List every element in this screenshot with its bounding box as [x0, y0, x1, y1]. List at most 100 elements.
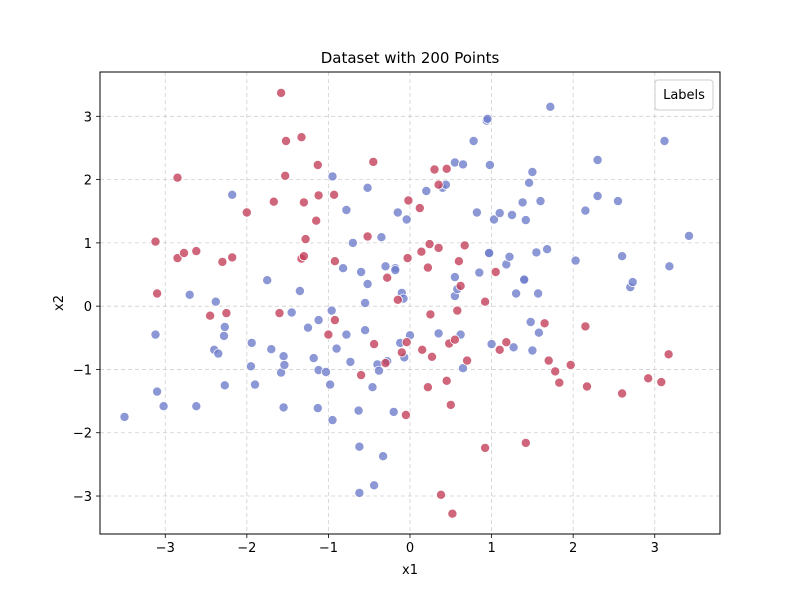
- legend: Labels: [654, 79, 714, 111]
- x-tick-label: 2: [569, 541, 577, 556]
- red-data-point: [554, 377, 565, 388]
- red-data-point: [300, 234, 311, 245]
- x-tick-label: 1: [487, 541, 495, 556]
- red-data-point: [172, 172, 183, 183]
- red-data-point: [221, 308, 232, 319]
- blue-data-point: [542, 244, 553, 255]
- blue-data-point: [210, 296, 221, 307]
- red-data-point: [441, 163, 452, 174]
- red-data-point: [422, 262, 433, 273]
- blue-data-point: [246, 337, 257, 348]
- blue-data-point: [684, 230, 695, 241]
- blue-data-point: [527, 345, 538, 356]
- blue-data-point: [390, 265, 401, 276]
- red-data-point: [296, 132, 307, 143]
- blue-data-point: [184, 289, 195, 300]
- red-data-point: [494, 344, 505, 355]
- y-tick-label: −1: [73, 363, 92, 378]
- red-data-point: [172, 253, 183, 264]
- blue-data-point: [545, 101, 556, 112]
- red-data-point: [520, 437, 531, 448]
- blue-data-point: [338, 263, 349, 274]
- blue-data-point: [266, 344, 277, 355]
- blue-data-point: [524, 177, 535, 188]
- red-data-point: [617, 388, 628, 399]
- blue-data-point: [486, 339, 497, 350]
- blue-data-point: [218, 330, 229, 341]
- blue-data-point: [401, 214, 412, 225]
- red-data-point: [178, 247, 189, 258]
- blue-data-point: [380, 261, 391, 272]
- red-data-point: [311, 215, 322, 226]
- blue-data-point: [535, 196, 546, 207]
- red-data-point: [582, 381, 593, 392]
- blue-data-point: [327, 415, 338, 426]
- red-data-point: [580, 321, 591, 332]
- red-data-point: [191, 246, 202, 257]
- blue-data-point: [320, 366, 331, 377]
- blue-data-point: [227, 189, 238, 200]
- red-data-point: [150, 236, 161, 247]
- blue-data-point: [519, 274, 530, 285]
- blue-data-point: [286, 307, 297, 318]
- blue-data-point: [373, 365, 384, 376]
- blue-data-point: [488, 214, 499, 225]
- red-data-point: [329, 256, 340, 267]
- blue-data-point: [457, 363, 468, 374]
- red-data-point: [312, 159, 323, 170]
- blue-data-point: [360, 325, 371, 336]
- blue-data-point: [580, 205, 591, 216]
- red-data-point: [280, 135, 291, 146]
- red-data-point: [416, 246, 427, 257]
- red-data-point: [480, 296, 491, 307]
- blue-data-point: [356, 266, 367, 277]
- red-data-point: [445, 399, 456, 410]
- y-tick-label: 3: [84, 110, 92, 125]
- blue-data-point: [245, 361, 256, 372]
- red-data-point: [455, 280, 466, 291]
- blue-data-point: [278, 402, 289, 413]
- blue-data-point: [354, 487, 365, 498]
- red-data-point: [565, 359, 576, 370]
- blue-data-point: [367, 382, 378, 393]
- blue-data-point: [592, 190, 603, 201]
- blue-data-point: [613, 196, 624, 207]
- red-data-point: [217, 256, 228, 267]
- blue-data-point: [482, 113, 493, 124]
- blue-data-point: [119, 411, 130, 422]
- red-data-point: [539, 318, 550, 329]
- blue-data-point: [525, 316, 536, 327]
- blue-data-point: [527, 166, 538, 177]
- blue-data-point: [508, 342, 519, 353]
- red-data-point: [480, 442, 491, 453]
- blue-data-point: [191, 401, 202, 412]
- red-data-point: [490, 266, 501, 277]
- red-data-point: [550, 366, 561, 377]
- blue-data-point: [570, 255, 581, 266]
- blue-data-point: [362, 278, 373, 289]
- x-axis-label: x1: [402, 563, 418, 578]
- red-data-point: [417, 344, 428, 355]
- blue-data-point: [533, 327, 544, 338]
- blue-data-point: [354, 441, 365, 452]
- x-tick-label: −1: [319, 541, 338, 556]
- x-tick-label: −3: [156, 541, 175, 556]
- blue-data-point: [213, 348, 224, 359]
- x-tick-label: 0: [406, 541, 414, 556]
- red-data-point: [362, 231, 373, 242]
- red-data-point: [441, 375, 452, 386]
- red-data-point: [382, 272, 393, 283]
- blue-data-point: [341, 329, 352, 340]
- blue-data-point: [517, 197, 528, 208]
- red-data-point: [433, 242, 444, 253]
- red-data-point: [396, 347, 407, 358]
- red-data-point: [425, 309, 436, 320]
- blue-data-point: [376, 232, 387, 243]
- blue-data-point: [664, 261, 675, 272]
- blue-data-point: [506, 209, 517, 220]
- blue-data-point: [279, 359, 290, 370]
- blue-data-point: [457, 159, 468, 170]
- blue-data-point: [219, 321, 230, 332]
- blue-data-point: [433, 328, 444, 339]
